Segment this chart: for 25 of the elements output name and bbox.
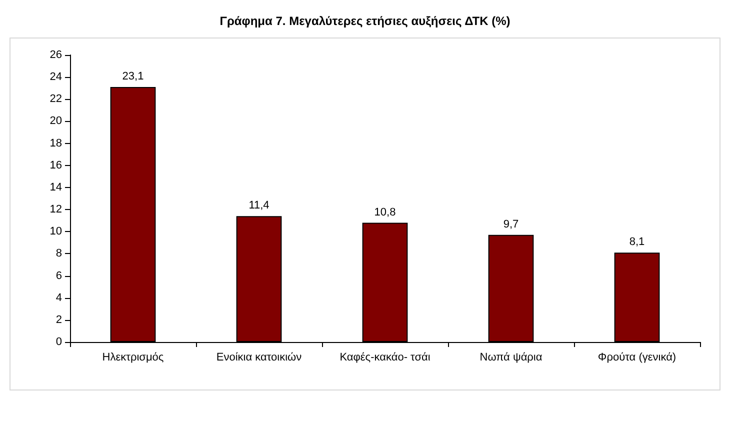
y-tick-label: 18 xyxy=(50,137,62,150)
y-tick-label: 10 xyxy=(50,226,62,238)
y-tick-label: 16 xyxy=(50,159,62,172)
data-label: 10,8 xyxy=(374,206,396,218)
y-tick-label: 0 xyxy=(56,336,62,348)
y-tick-label: 2 xyxy=(56,314,62,326)
chart-title: Γράφημα 7. Μεγαλύτερες ετήσιες αυξήσεις ΔΤΚ (%) xyxy=(220,14,510,28)
data-label: 11,4 xyxy=(248,200,270,212)
data-label: 8,1 xyxy=(629,236,645,248)
y-tick-label: 12 xyxy=(50,204,62,216)
y-tick-label: 4 xyxy=(56,292,62,304)
x-tick-label: Ενοίκια κατοικιών xyxy=(216,352,302,364)
y-tick-label: 24 xyxy=(50,71,62,84)
y-tick-label: 26 xyxy=(50,49,62,61)
data-label: 9,7 xyxy=(503,218,519,230)
x-tick-label: Ηλεκτρισμός xyxy=(102,352,164,364)
y-tick-label: 8 xyxy=(56,248,62,260)
y-tick-label: 22 xyxy=(50,93,62,106)
y-tick-label: 14 xyxy=(50,181,62,194)
data-label: 23,1 xyxy=(122,70,144,83)
x-tick-label: Φρούτα (γενικά) xyxy=(598,352,676,364)
y-tick-label: 20 xyxy=(50,115,62,128)
x-tick-label: Νωπά ψάρια xyxy=(480,352,543,364)
x-tick-label: Καφές-κακάο- τσάι xyxy=(340,352,431,364)
y-tick-label: 6 xyxy=(56,270,62,282)
